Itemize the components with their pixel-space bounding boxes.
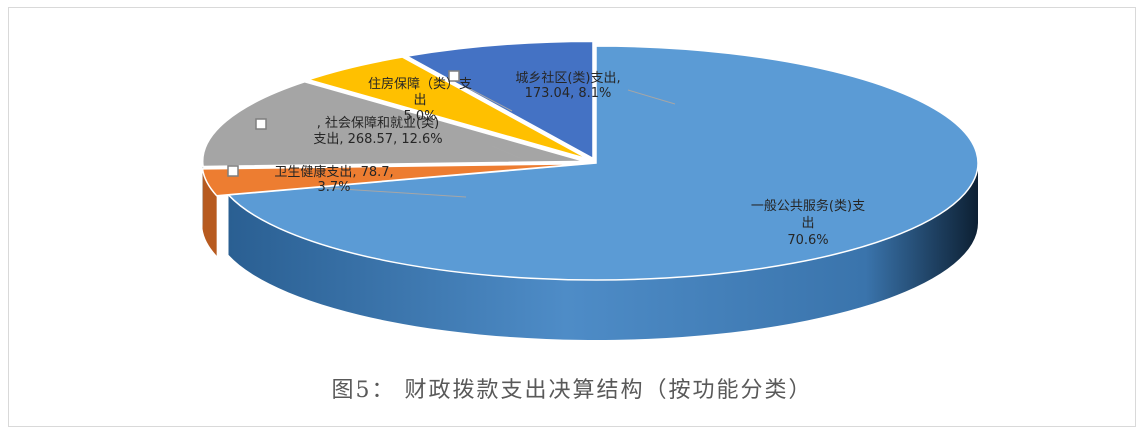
chart-frame [8,7,1136,427]
figure-caption: 图5： 财政拨款支出决算结构（按功能分类） [331,378,813,403]
pie-slice-2 [201,81,585,168]
data-label-0-line-1: 出 [801,216,814,231]
pie-slice-side-1 [202,168,217,256]
data-label-4-line-1: 173.04, 8.1% [525,86,612,101]
data-label-0-line-2: 70.6% [787,233,828,248]
data-label-0: 一般公共服务(类)支出 70.6% [751,198,865,248]
leader-line-2 [491,145,521,159]
leader-line-1 [325,187,467,198]
leader-line-3 [467,87,513,112]
pie-slice-side-0 [228,163,979,341]
pie-slice-0 [226,45,979,281]
pie-slice-1 [201,163,585,197]
data-label-4: 城乡社区(类)支出, 173.04, 8.1% [515,70,620,101]
data-label-2-line-1: 支出, 268.57, 12.6% [313,132,442,147]
data-label-1-line-1: 3.7% [317,180,350,195]
label-marker-4 [448,70,460,82]
data-label-2: , 社会保障和就业(类)支出, 268.57, 12.6% [313,115,442,147]
data-label-0-line-0: 一般公共服务(类)支 [751,198,865,214]
label-marker-1 [227,165,239,177]
data-label-3: 住房保障（类）支出 5.0% [368,76,472,124]
leader-line-4 [627,89,676,105]
data-label-1: 卫生健康支出, 78.7, 3.7% [274,164,393,195]
data-label-4-line-0: 城乡社区(类)支出, [515,70,620,86]
pie-slice-3 [305,56,589,160]
data-label-3-line-1: 出 [413,93,426,108]
data-label-1-line-0: 卫生健康支出, 78.7, [274,164,393,180]
data-label-2-line-0: , 社会保障和就业(类) [317,115,439,131]
data-label-3-line-0: 住房保障（类）支 [368,76,472,92]
label-marker-2 [255,118,267,130]
data-label-3-line-2: 5.0% [403,109,436,124]
